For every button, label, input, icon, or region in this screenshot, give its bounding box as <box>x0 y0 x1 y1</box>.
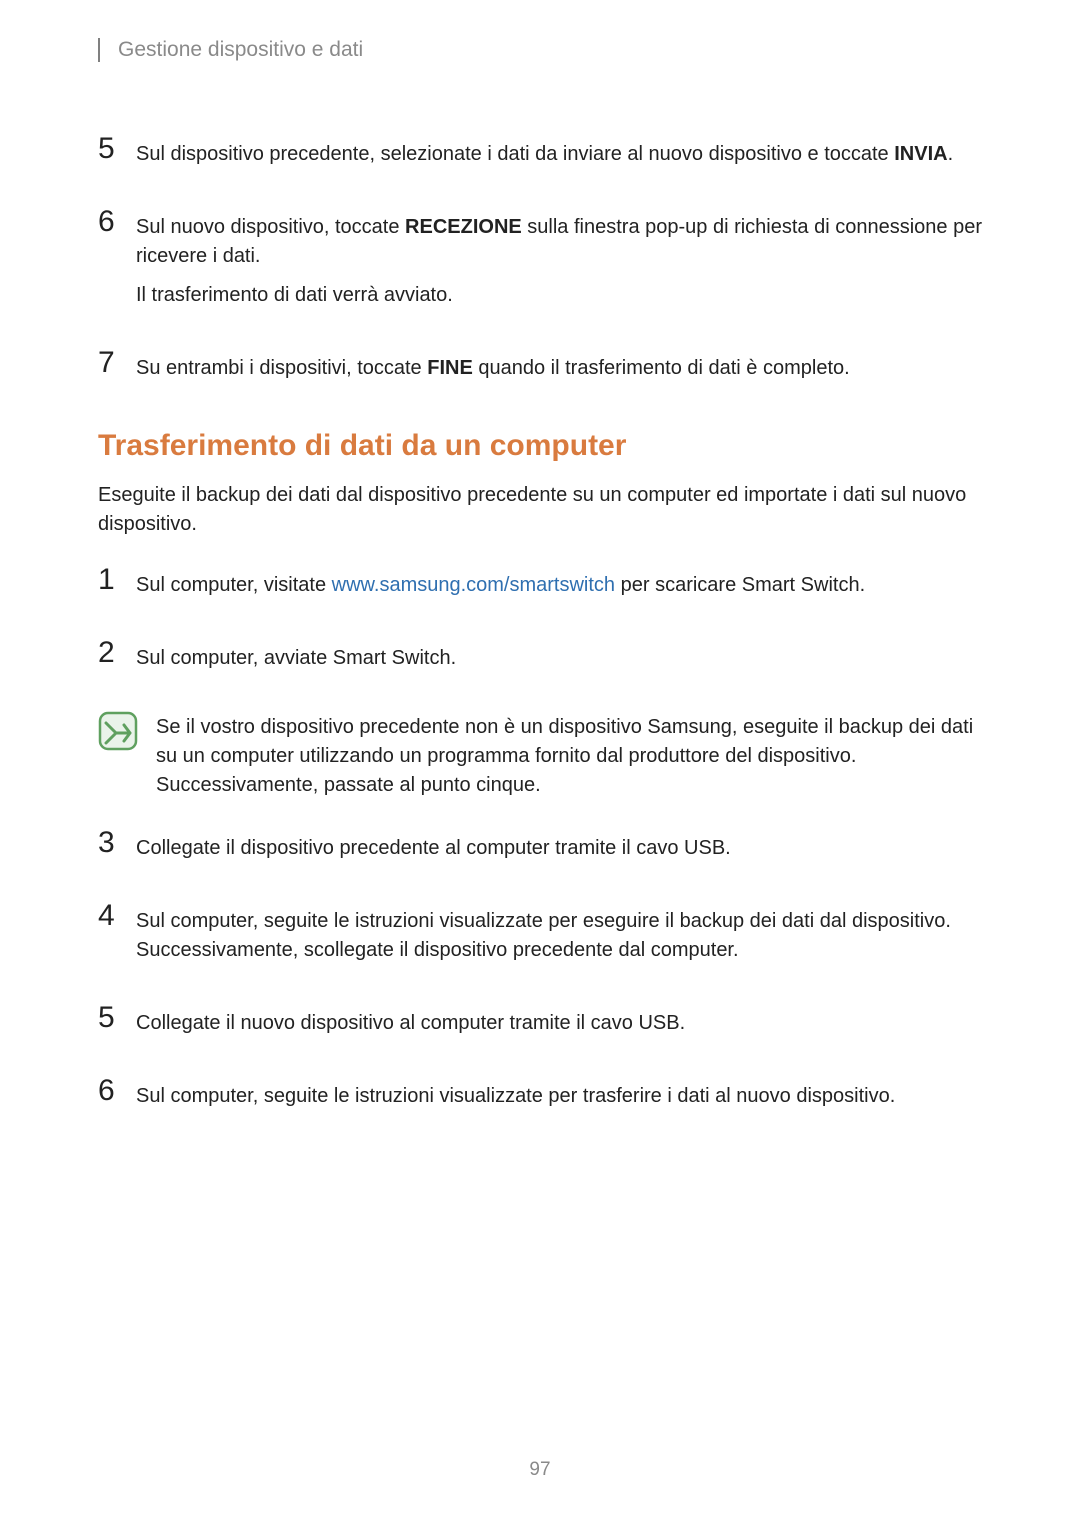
bold-text: INVIA <box>894 143 947 165</box>
step-5: 5 Sul dispositivo precedente, selezionat… <box>98 134 982 179</box>
note-box: Se il vostro dispositivo precedente non … <box>98 711 982 800</box>
step-6: 6 Sul nuovo dispositivo, toccate RECEZIO… <box>98 207 982 320</box>
header-bar <box>98 38 100 62</box>
text: Sul nuovo dispositivo, toccate <box>136 216 405 238</box>
step-body: Collegate il nuovo dispositivo al comput… <box>136 1003 982 1048</box>
text: Sul computer, seguite le istruzioni visu… <box>136 1082 982 1111</box>
step-number: 2 <box>98 638 136 683</box>
section-heading: Trasferimento di dati da un computer <box>98 429 982 463</box>
text: . <box>948 143 954 165</box>
text: Sul computer, seguite le istruzioni visu… <box>136 907 982 965</box>
step-number: 6 <box>98 1076 136 1121</box>
note-text: Se il vostro dispositivo precedente non … <box>156 711 982 800</box>
step-body: Sul computer, visitate www.samsung.com/s… <box>136 565 982 610</box>
bold-text: RECEZIONE <box>405 216 522 238</box>
text: Su entrambi i dispositivi, toccate <box>136 357 427 379</box>
note-icon <box>98 711 138 751</box>
header-title: Gestione dispositivo e dati <box>118 38 363 62</box>
step-body: Sul computer, seguite le istruzioni visu… <box>136 1076 982 1121</box>
text: Sul computer, avviate Smart Switch. <box>136 644 982 673</box>
text: quando il trasferimento di dati è comple… <box>473 357 850 379</box>
page-header: Gestione dispositivo e dati <box>98 38 982 62</box>
step-number: 4 <box>98 901 136 975</box>
step-body: Su entrambi i dispositivi, toccate FINE … <box>136 348 982 393</box>
text: Collegate il nuovo dispositivo al comput… <box>136 1009 982 1038</box>
bold-text: FINE <box>427 357 473 379</box>
s2-step-4: 4 Sul computer, seguite le istruzioni vi… <box>98 901 982 975</box>
step-body: Sul dispositivo precedente, selezionate … <box>136 134 982 179</box>
step-number: 1 <box>98 565 136 610</box>
step-body: Sul nuovo dispositivo, toccate RECEZIONE… <box>136 207 982 320</box>
text: Collegate il dispositivo precedente al c… <box>136 834 982 863</box>
s2-step-3: 3 Collegate il dispositivo precedente al… <box>98 828 982 873</box>
step-number: 5 <box>98 134 136 179</box>
step-number: 3 <box>98 828 136 873</box>
s2-step-1: 1 Sul computer, visitate www.samsung.com… <box>98 565 982 610</box>
text: Il trasferimento di dati verrà avviato. <box>136 281 982 310</box>
step-body: Sul computer, seguite le istruzioni visu… <box>136 901 982 975</box>
section-intro: Eseguite il backup dei dati dal disposit… <box>98 481 982 539</box>
s2-step-5: 5 Collegate il nuovo dispositivo al comp… <box>98 1003 982 1048</box>
text: Sul dispositivo precedente, selezionate … <box>136 143 894 165</box>
step-number: 7 <box>98 348 136 393</box>
text: per scaricare Smart Switch. <box>615 574 865 596</box>
smartswitch-link[interactable]: www.samsung.com/smartswitch <box>332 574 615 596</box>
step-7: 7 Su entrambi i dispositivi, toccate FIN… <box>98 348 982 393</box>
s2-step-6: 6 Sul computer, seguite le istruzioni vi… <box>98 1076 982 1121</box>
step-body: Collegate il dispositivo precedente al c… <box>136 828 982 873</box>
step-number: 5 <box>98 1003 136 1048</box>
s2-step-2: 2 Sul computer, avviate Smart Switch. <box>98 638 982 683</box>
text: Sul computer, visitate <box>136 574 332 596</box>
step-number: 6 <box>98 207 136 320</box>
step-body: Sul computer, avviate Smart Switch. <box>136 638 982 683</box>
page-number: 97 <box>0 1459 1080 1481</box>
